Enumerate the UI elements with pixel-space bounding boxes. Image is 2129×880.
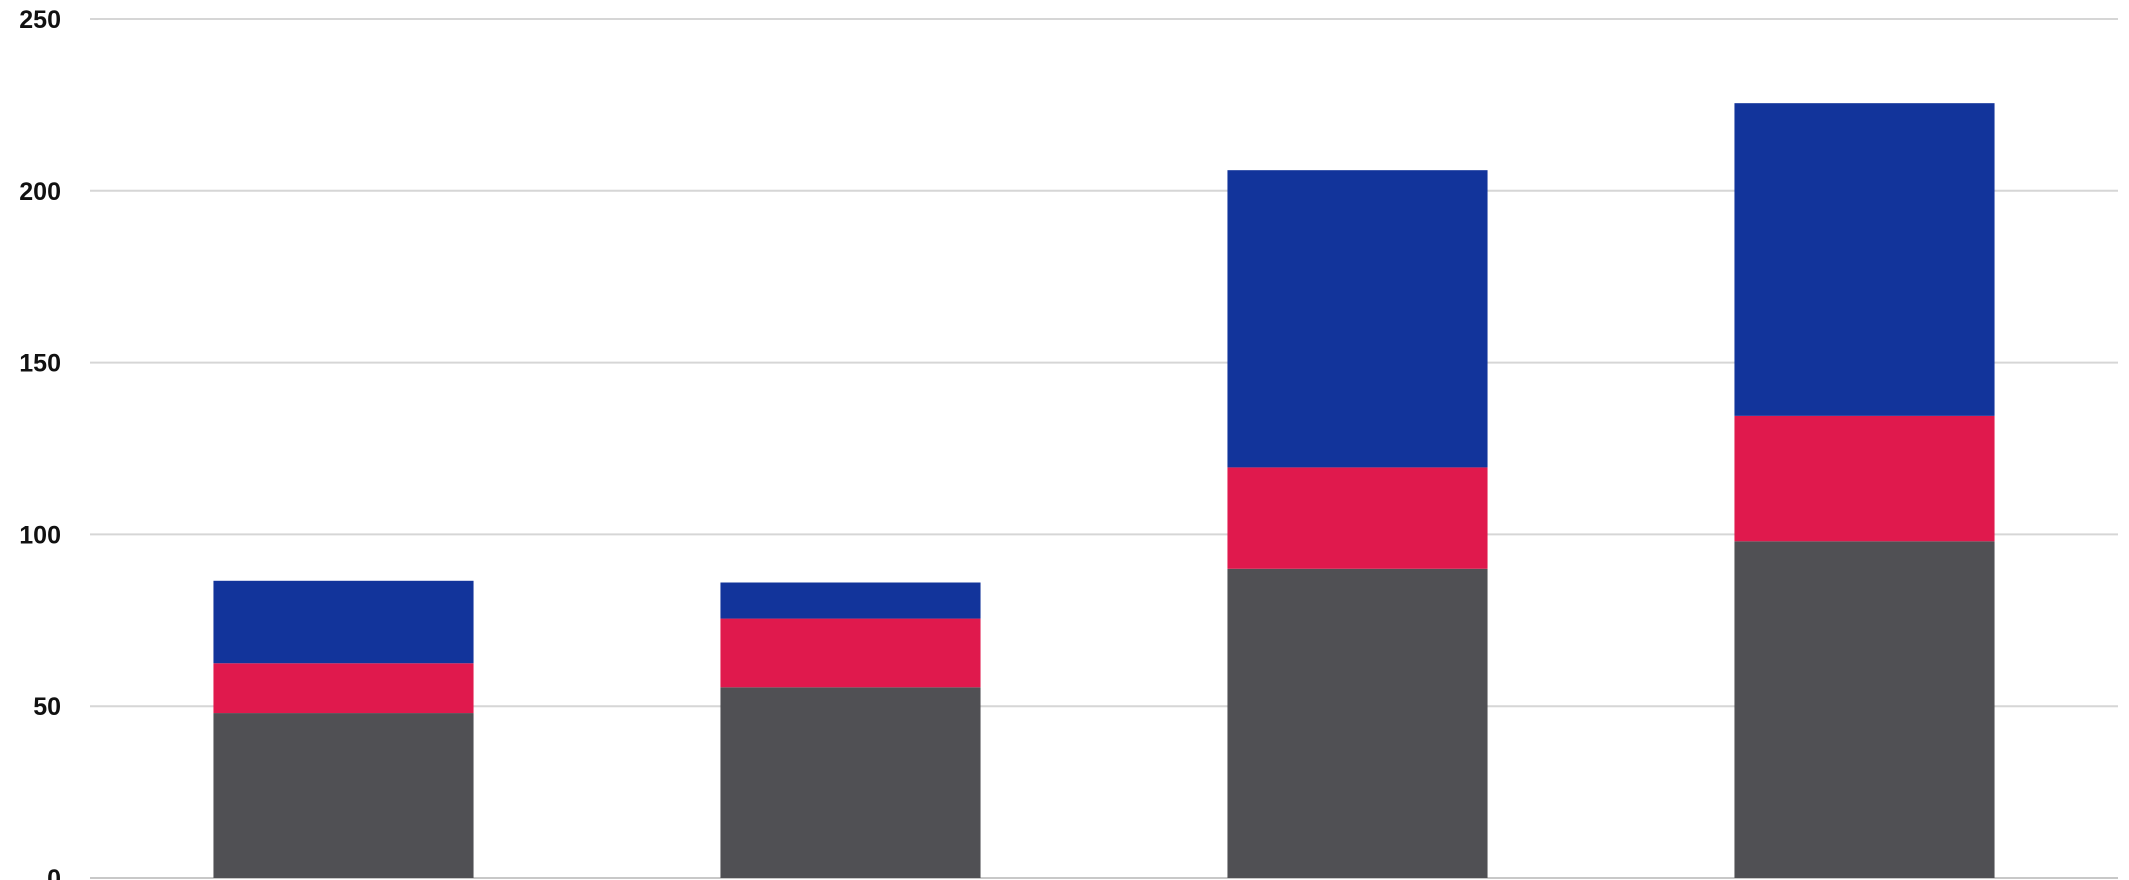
bars [213, 103, 1995, 878]
bar-segment [1734, 541, 1995, 878]
y-tick-label: 50 [33, 693, 61, 721]
bar-segment [1734, 103, 1995, 416]
y-tick-label: 100 [19, 521, 61, 549]
bar-segment [213, 580, 474, 664]
bar-segment [1227, 568, 1488, 878]
bar-segment [720, 618, 981, 688]
bar-segment [1734, 415, 1995, 542]
bar-segment [720, 582, 981, 619]
bar-segment [213, 713, 474, 878]
y-tick-label: 200 [19, 178, 61, 206]
y-axis-tick-labels: 0 50 100 150 200 250 [19, 6, 61, 880]
y-tick-label: 0 [47, 865, 61, 880]
y-tick-label: 250 [19, 6, 61, 34]
y-tick-label: 150 [19, 350, 61, 378]
bar-segment [1227, 170, 1488, 468]
bar-segment [720, 687, 981, 878]
bar-segment [213, 663, 474, 714]
bar-segment [1227, 467, 1488, 569]
